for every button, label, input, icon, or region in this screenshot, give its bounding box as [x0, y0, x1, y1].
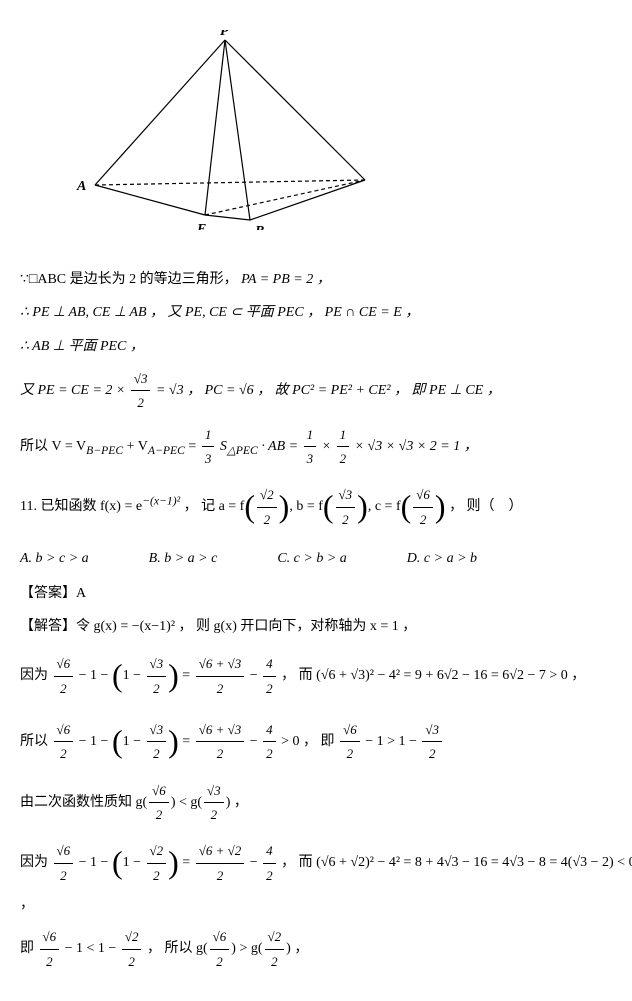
step-2: ∴ PE ⊥ AB, CE ⊥ AB ， 又 PE, CE ⊂ 平面 PEC ，… [20, 300, 632, 325]
step-4: 又 PE = CE = 2 × √32 = √3 ， PC = √6 ， 故 P… [20, 367, 632, 415]
option-d: D. c > a > b [407, 546, 477, 571]
solution-1: 【解答】令 g(x) = −(x−1)² ， 则 g(x) 开口向下，对称轴为 … [20, 614, 632, 639]
svg-text:E: E [196, 222, 206, 230]
svg-text:B: B [254, 224, 264, 230]
question-11: 11. 已知函数 f(x) = e−(x−1)² ， 记 a = f(√22),… [20, 478, 632, 536]
option-c: C. c > b > a [277, 546, 346, 571]
option-b: B. b > a > c [149, 546, 218, 571]
answer: 【答案】A [20, 581, 632, 606]
solution-4: 由二次函数性质知 g(√62) < g(√32) ， [20, 779, 632, 827]
pyramid-diagram: PABCE [50, 30, 370, 230]
step-3: ∴ AB ⊥ 平面 PEC ， [20, 334, 632, 359]
step-1: ∵□ABC 是边长为 2 的等边三角形， PA = PB = 2 ， [20, 267, 632, 292]
solution-6: 即 √62 − 1 < 1 − √22 ， 所以 g(√62) > g(√22)… [20, 925, 632, 973]
solution-3: 所以 √62 − 1 − (1 − √32) = √6 + √32 − 42 >… [20, 713, 632, 771]
solution-2: 因为 √62 − 1 − (1 − √32) = √6 + √32 − 42 ，… [20, 647, 632, 705]
svg-text:P: P [220, 30, 229, 39]
option-a: A. b > c > a [20, 546, 89, 571]
options-row: A. b > c > a B. b > a > c C. c > b > a D… [20, 546, 632, 571]
step-5: 所以 V = VB−PEC + VA−PEC = 13 S△PEC · AB =… [20, 423, 632, 471]
svg-text:A: A [76, 179, 86, 194]
solution-5: 因为 √62 − 1 − (1 − √22) = √6 + √22 − 42 ，… [20, 834, 632, 917]
